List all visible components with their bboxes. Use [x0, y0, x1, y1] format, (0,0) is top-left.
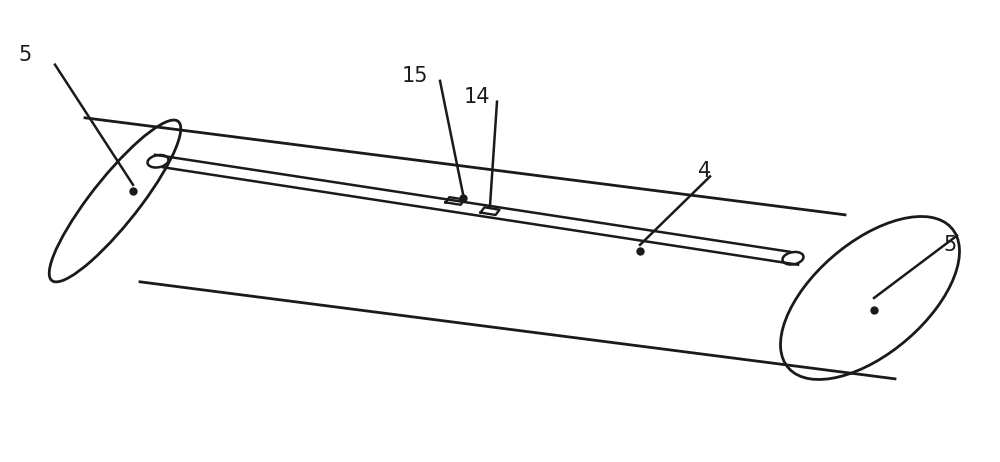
Text: 4: 4 [698, 161, 712, 181]
Text: 5: 5 [18, 45, 32, 66]
Text: 15: 15 [402, 66, 428, 86]
Text: 5: 5 [943, 235, 957, 255]
Text: 14: 14 [464, 87, 490, 107]
